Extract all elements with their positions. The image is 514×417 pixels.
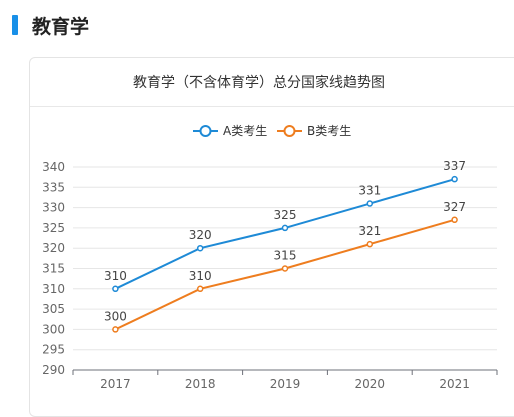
section-header: 教育学 [12,12,89,38]
y-tick-label: 290 [42,363,65,377]
x-tick-label: 2018 [185,377,216,391]
data-label: 300 [104,309,127,323]
data-point [196,244,204,252]
y-tick-label: 305 [42,302,65,316]
y-tick-label: 330 [42,201,65,215]
y-tick-label: 310 [42,282,65,296]
data-point [281,224,289,232]
data-point [196,285,204,293]
legend-label: A类考生 [223,124,267,138]
x-tick-label: 2019 [270,377,301,391]
legend-marker [283,125,296,137]
data-point [281,265,289,272]
y-tick-label: 295 [42,343,65,357]
data-label: 337 [443,159,466,173]
data-label: 327 [443,200,466,214]
y-tick-label: 315 [42,262,65,276]
chart-card: 教育学（不含体育学）总分国家线趋势图 [29,57,514,417]
section-accent-bar [12,15,18,35]
x-tick-label: 2020 [355,377,386,391]
data-point [366,240,374,248]
legend-label: B类考生 [307,124,351,138]
data-point [112,326,119,333]
line-chart: 290 295 300 305 310 315 320 325 330 335 340 2017 201… [42,124,498,391]
series-line [114,218,455,331]
y-tick-label: 320 [42,241,65,255]
data-label: 331 [358,184,381,198]
data-label: 325 [274,208,297,222]
chart-title: 教育学（不含体育学）总分国家线趋势图 [133,75,385,91]
chart-title-row: 教育学（不含体育学）总分国家线趋势图 [30,58,514,107]
data-label: 310 [104,269,127,283]
data-point [366,200,374,207]
data-point [451,175,458,183]
data-label: 321 [358,224,381,238]
y-tick-label: 340 [42,160,65,174]
data-label: 310 [189,269,212,283]
section-title: 教育学 [32,15,90,38]
data-point [112,285,119,293]
y-tick-label: 300 [42,322,65,336]
data-point [451,216,458,224]
y-tick-label: 325 [42,221,65,235]
data-label: 320 [189,228,212,242]
legend-marker [199,125,212,137]
data-label: 315 [274,249,297,263]
x-tick-label: 2017 [100,377,131,391]
x-tick-label: 2021 [439,377,470,391]
y-tick-label: 335 [42,180,65,194]
